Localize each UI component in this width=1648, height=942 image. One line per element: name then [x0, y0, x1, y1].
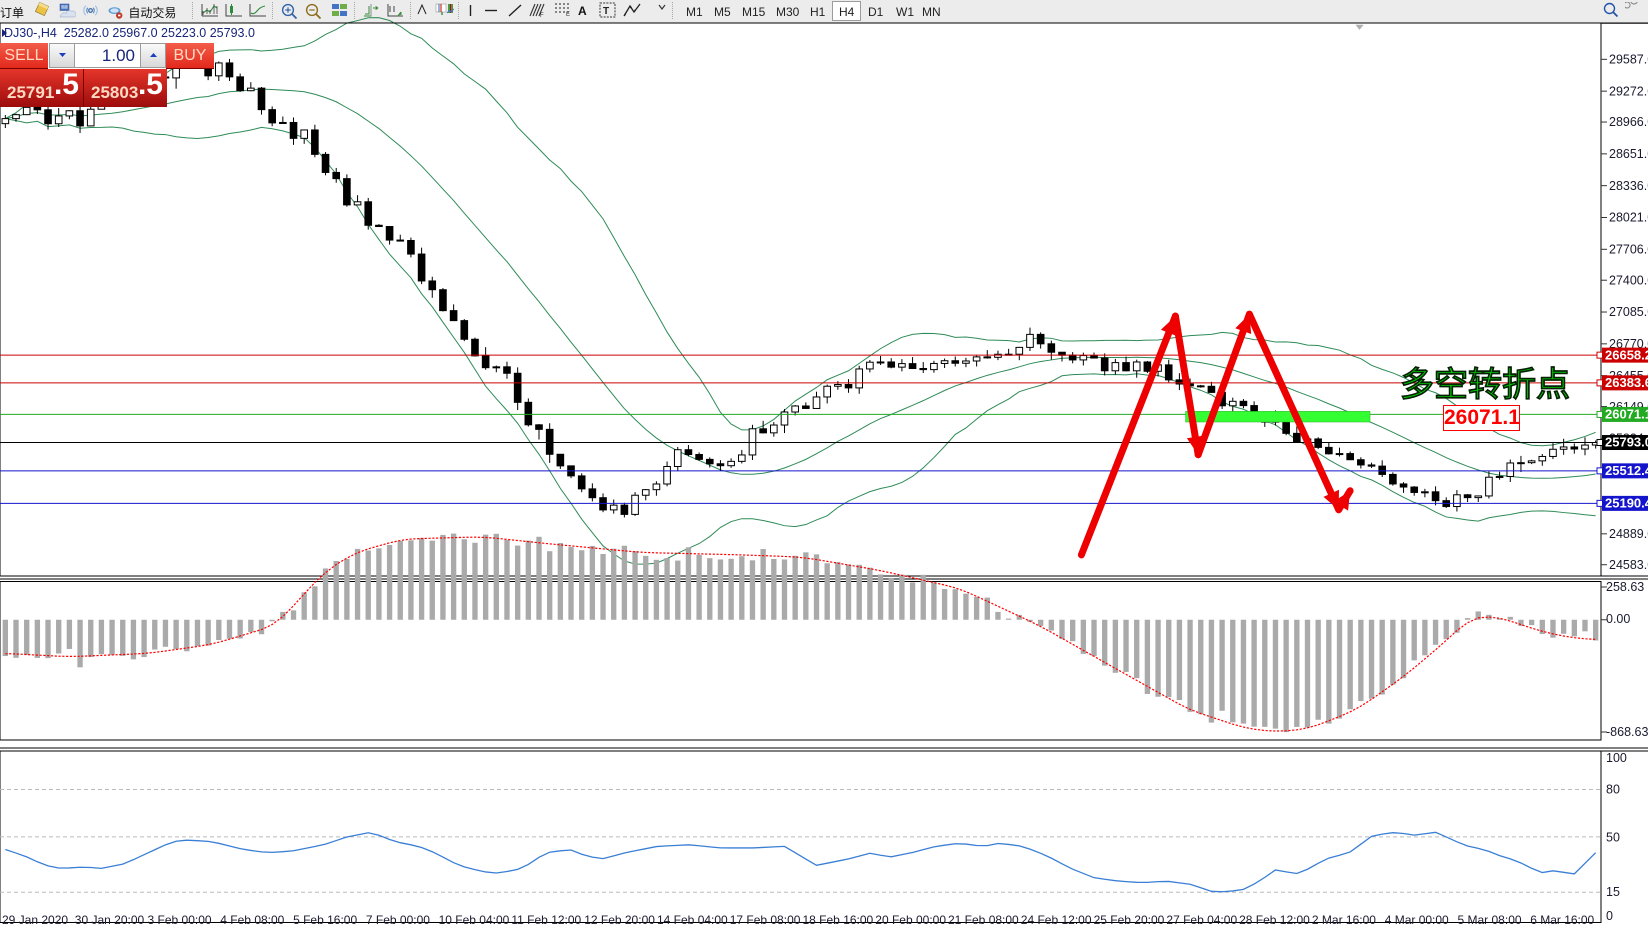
svg-text:29587.0: 29587.0	[1609, 53, 1648, 67]
svg-text:0.00: 0.00	[1606, 612, 1630, 626]
svg-text:258.63: 258.63	[1606, 580, 1644, 594]
svg-text:50: 50	[1606, 830, 1620, 844]
svg-text:24583.0: 24583.0	[1609, 558, 1648, 572]
svg-text:28966.0: 28966.0	[1609, 115, 1648, 129]
svg-text:26071.1: 26071.1	[1605, 407, 1648, 422]
svg-text:28021.0: 28021.0	[1609, 211, 1648, 225]
svg-text:80: 80	[1606, 783, 1620, 797]
svg-text:27085.0: 27085.0	[1609, 305, 1648, 319]
svg-text:27706.0: 27706.0	[1609, 243, 1648, 257]
svg-text:25512.4: 25512.4	[1605, 463, 1648, 478]
svg-text:27400.0: 27400.0	[1609, 273, 1648, 287]
svg-text:28336.0: 28336.0	[1609, 179, 1648, 193]
svg-text:25190.4: 25190.4	[1605, 496, 1648, 511]
svg-text:25793.0: 25793.0	[1605, 435, 1648, 450]
svg-text:26658.2: 26658.2	[1605, 347, 1648, 362]
svg-text:0: 0	[1606, 909, 1613, 923]
svg-text:-868.63: -868.63	[1606, 725, 1648, 739]
svg-text:24889.0: 24889.0	[1609, 527, 1648, 541]
svg-text:100: 100	[1606, 751, 1627, 765]
svg-text:28651.0: 28651.0	[1609, 147, 1648, 161]
svg-text:15: 15	[1606, 885, 1620, 899]
svg-text:26383.6: 26383.6	[1605, 375, 1648, 390]
svg-text:29272.0: 29272.0	[1609, 84, 1648, 98]
